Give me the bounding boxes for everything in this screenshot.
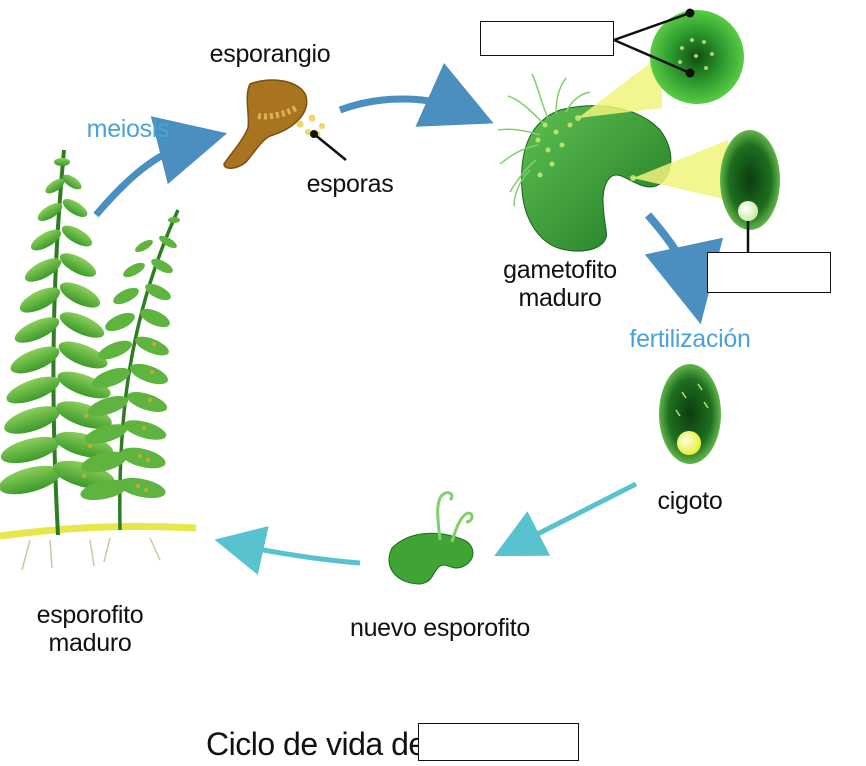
label-esporangio: esporangio bbox=[209, 40, 331, 68]
blank-box-egg[interactable] bbox=[707, 252, 831, 293]
label-meiosis: meiosis bbox=[86, 115, 170, 143]
label-esporofito-maduro: maduro bbox=[48, 629, 132, 657]
esporas-pointer bbox=[313, 133, 347, 161]
arrow-to-mature-sporophyte bbox=[214, 526, 361, 575]
blank-box-title[interactable] bbox=[418, 723, 579, 761]
label-gametofito: gametofito bbox=[503, 256, 617, 284]
esporas-pointer-dot bbox=[310, 130, 318, 138]
arrow-spores-to-gametophyte bbox=[338, 62, 494, 127]
pointer-antheridium-a bbox=[613, 11, 691, 42]
label-gametofito-maduro: maduro bbox=[518, 284, 602, 312]
pointer-antheridium-b bbox=[613, 38, 691, 75]
sporangium bbox=[223, 79, 308, 169]
label-fertilizacion: fertilización bbox=[629, 325, 751, 353]
label-nuevo-esporofito: nuevo esporofito bbox=[349, 614, 531, 642]
arrow-meiosis bbox=[93, 116, 228, 218]
new-sporophyte bbox=[388, 491, 474, 585]
pointer-dot-a bbox=[685, 8, 695, 18]
mature-gametophyte bbox=[497, 73, 672, 252]
archegonium-zoom bbox=[720, 130, 780, 230]
diagram-title: Ciclo de vida del bbox=[206, 726, 433, 762]
arrow-zygote-to-sporophyte bbox=[494, 481, 638, 557]
arrow-to-fertilization bbox=[644, 212, 724, 325]
label-esporas: esporas bbox=[306, 170, 394, 198]
pointer-dot-b bbox=[685, 68, 695, 78]
label-esporofito: esporofito bbox=[36, 601, 144, 629]
zoom-cone-antheridium bbox=[578, 54, 662, 118]
label-cigoto: cigoto bbox=[657, 487, 723, 515]
antheridium-zoom bbox=[650, 10, 744, 104]
mature-sporophyte-fern bbox=[0, 149, 197, 571]
zygote bbox=[659, 364, 721, 464]
zoom-cone-archegonium bbox=[633, 140, 728, 200]
blank-box-antheridium[interactable] bbox=[480, 21, 614, 56]
